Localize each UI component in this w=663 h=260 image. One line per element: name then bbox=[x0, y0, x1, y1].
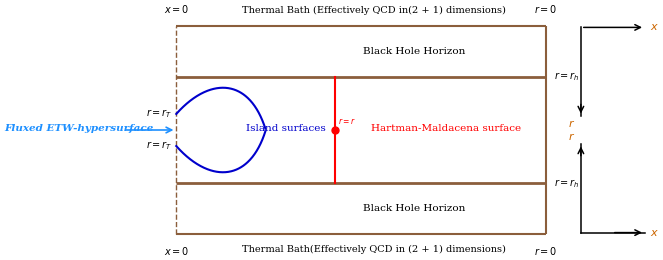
Text: $r$: $r$ bbox=[568, 131, 575, 142]
Text: Island surfaces: Island surfaces bbox=[245, 124, 326, 133]
Text: Thermal Bath (Effectively QCD in(2 + 1) dimensions): Thermal Bath (Effectively QCD in(2 + 1) … bbox=[243, 6, 507, 15]
Text: $r$: $r$ bbox=[568, 118, 575, 129]
Text: $x = 0$: $x = 0$ bbox=[164, 3, 189, 15]
Text: $r = r_h$: $r = r_h$ bbox=[554, 177, 580, 190]
Text: $x$: $x$ bbox=[650, 228, 659, 238]
Text: $r = r_T$: $r = r_T$ bbox=[147, 108, 173, 120]
Point bbox=[330, 128, 340, 132]
Text: $r = 0$: $r = 0$ bbox=[534, 3, 558, 15]
Text: $r = r_T$: $r = r_T$ bbox=[147, 140, 173, 152]
Text: $r = r$: $r = r$ bbox=[338, 115, 356, 126]
Text: Hartman-Maldacena surface: Hartman-Maldacena surface bbox=[371, 124, 521, 133]
Text: $r = r_h$: $r = r_h$ bbox=[554, 70, 580, 83]
Text: Thermal Bath(Effectively QCD in (2 + 1) dimensions): Thermal Bath(Effectively QCD in (2 + 1) … bbox=[243, 245, 507, 254]
Text: Black Hole Horizon: Black Hole Horizon bbox=[363, 47, 465, 56]
Text: $x = 0$: $x = 0$ bbox=[164, 245, 189, 257]
Text: Fluxed ETW-hypersurface: Fluxed ETW-hypersurface bbox=[5, 124, 154, 133]
Text: $x$: $x$ bbox=[650, 22, 659, 32]
Text: Black Hole Horizon: Black Hole Horizon bbox=[363, 204, 465, 213]
Text: $r = 0$: $r = 0$ bbox=[534, 245, 558, 257]
